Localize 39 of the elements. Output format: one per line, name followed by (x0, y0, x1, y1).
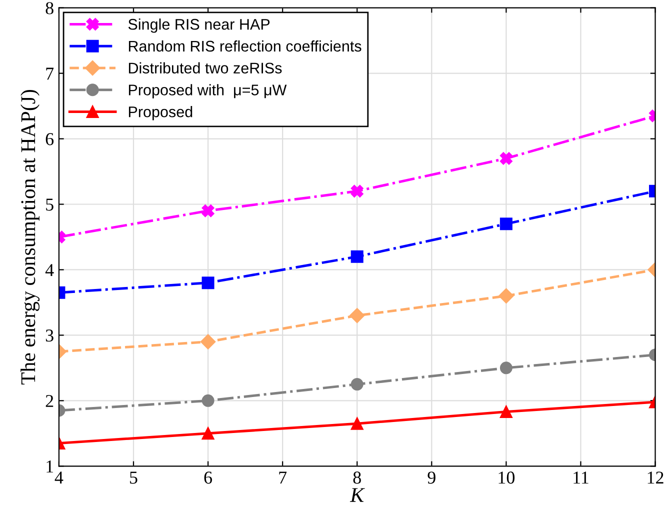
y-tick-label: 1 (46, 460, 54, 472)
x-tick-label: 12 (648, 472, 664, 484)
point (200, 334, 216, 350)
x-tick-label: 5 (130, 472, 138, 484)
y-tick-label: 7 (46, 68, 54, 80)
point (350, 378, 364, 391)
y-axis-title: The energy consumption at HAP(J) (20, 90, 40, 385)
point (498, 288, 514, 304)
point (350, 417, 364, 430)
point (500, 362, 512, 374)
x-tick-label: 9 (428, 472, 436, 484)
point (500, 218, 512, 230)
point (350, 184, 364, 198)
point (202, 276, 214, 290)
x-tick-label: 11 (574, 472, 588, 484)
point (500, 406, 512, 418)
legend-label: Proposed (128, 106, 192, 120)
legend-label: Proposed with μ=5 μW (128, 84, 287, 98)
legend-label: Random RIS reflection coefficients (128, 40, 362, 52)
point (202, 204, 214, 218)
y-tick-label: 8 (46, 2, 54, 14)
point (202, 394, 214, 407)
y-tick-label: 6 (46, 133, 54, 146)
point (350, 250, 364, 263)
legend-label: Distributed two zeRISs (128, 62, 282, 74)
legend-label: Single RIS near HAP (128, 18, 270, 33)
y-tick-label: 5 (46, 198, 54, 211)
x-tick-label: 8 (353, 472, 361, 484)
x-tick-label: 10 (498, 472, 515, 484)
y-tick-label: 3 (46, 330, 54, 342)
x-axis-title: K (350, 488, 365, 502)
x-tick-label: 4 (54, 472, 64, 484)
y-tick-label: 2 (46, 394, 54, 407)
y-tick-label: 4 (45, 264, 54, 276)
x-tick-label: 7 (279, 472, 287, 484)
x-tick-label: 6 (204, 472, 212, 484)
point (350, 308, 365, 324)
point (500, 152, 512, 165)
point (202, 427, 214, 440)
